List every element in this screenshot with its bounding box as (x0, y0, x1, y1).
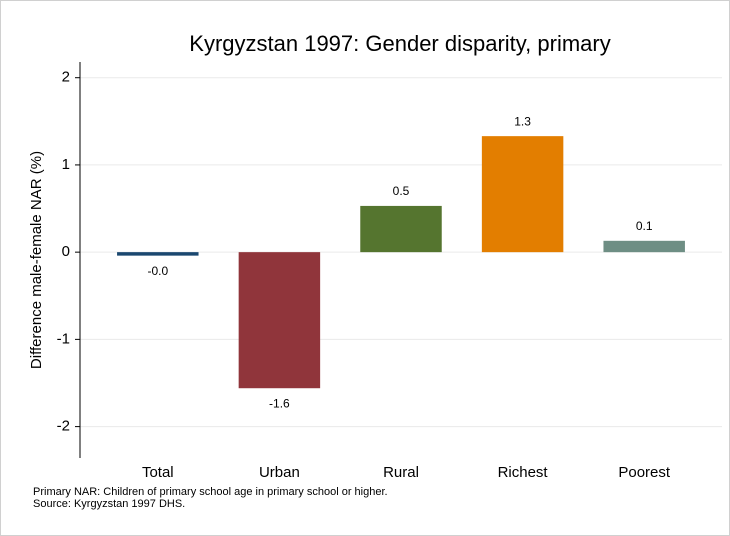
note: Source: Kyrgyzstan 1997 DHS. (33, 498, 185, 510)
bar (117, 252, 199, 256)
y-axis-label: Difference male-female NAR (%) (28, 151, 45, 369)
x-tick-label: Richest (498, 464, 549, 481)
x-tick-label: Rural (383, 464, 419, 481)
x-tick-label: Total (142, 464, 174, 481)
y-tick-label: 1 (62, 156, 70, 173)
data-label: 0.5 (393, 184, 410, 198)
data-label: -1.6 (269, 396, 290, 410)
data-label: 1.3 (514, 114, 531, 128)
y-tick-label: -1 (57, 330, 70, 347)
y-tick-label: 0 (62, 243, 70, 260)
y-tick-label: 2 (62, 69, 70, 86)
bar (238, 252, 321, 389)
y-tick-label: -2 (57, 418, 70, 435)
note: Primary NAR: Children of primary school … (33, 486, 388, 498)
x-tick-label: Urban (259, 464, 300, 481)
bar (603, 240, 685, 253)
bar (481, 136, 564, 253)
bar (360, 205, 442, 253)
data-label: 0.1 (636, 219, 653, 233)
data-label: -0.0 (147, 264, 168, 278)
chart-title: Kyrgyzstan 1997: Gender disparity, prima… (189, 31, 610, 56)
x-tick-label: Poorest (618, 464, 671, 481)
